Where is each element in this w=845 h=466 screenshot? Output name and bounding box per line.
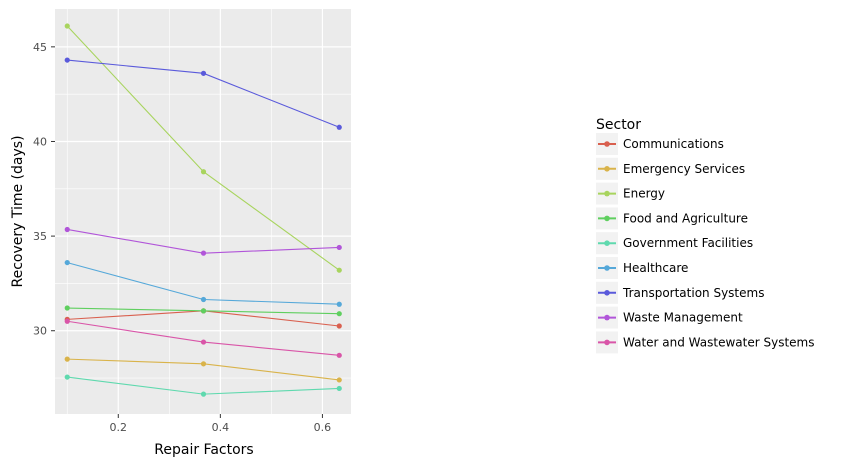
legend-label: Water and Wastewater Systems	[623, 335, 814, 349]
data-point-waste-management	[64, 226, 70, 233]
legend-key-point	[604, 166, 610, 172]
legend-item-emergency-services: Emergency Services	[596, 157, 745, 180]
y-tick-label: 35	[33, 230, 47, 243]
legend-label: Emergency Services	[623, 162, 745, 176]
legend-label: Healthcare	[623, 261, 688, 275]
series-healthcare	[64, 259, 342, 307]
y-tick-label: 40	[33, 135, 47, 148]
data-point-waste-management	[336, 244, 342, 251]
legend: Sector Communications Emergency Services E…	[596, 117, 814, 354]
series-layer	[64, 23, 342, 397]
data-point-government-facilities	[336, 385, 342, 392]
legend-label: Transportation Systems	[622, 286, 764, 300]
legend-label: Waste Management	[623, 311, 743, 325]
plot-panel	[55, 9, 351, 414]
data-point-energy	[64, 23, 70, 29]
legend-item-energy: Energy	[596, 182, 665, 205]
data-point-communications	[336, 323, 342, 329]
data-point-government-facilities	[64, 374, 70, 380]
minor-gridlines	[55, 9, 351, 414]
legend-item-healthcare: Healthcare	[596, 257, 688, 279]
y-tick-label: 30	[33, 325, 47, 338]
data-point-transportation-systems	[336, 124, 342, 130]
x-tick-label: 0.4	[212, 421, 230, 434]
series-transportation-systems	[64, 57, 342, 130]
legend-key-point	[604, 290, 610, 296]
x-tick-label: 0.2	[110, 421, 128, 434]
data-point-healthcare	[200, 296, 207, 303]
x-axis-ticks: 0.2 0.4 0.6	[110, 414, 332, 434]
data-point-energy	[200, 169, 207, 175]
legend-item-communications: Communications	[596, 133, 724, 155]
data-point-food-and-agriculture	[336, 311, 342, 317]
legend-key-point	[604, 314, 610, 321]
legend-label: Government Facilities	[623, 236, 753, 250]
legend-key-point	[604, 265, 610, 271]
series-emergency-services	[64, 356, 342, 383]
x-tick-label: 0.6	[314, 421, 332, 434]
legend-label: Communications	[623, 137, 724, 151]
legend-item-food-and-agriculture: Food and Agriculture	[596, 207, 748, 230]
data-point-healthcare	[336, 301, 342, 307]
data-point-water-and-wastewater-systems	[336, 352, 342, 358]
legend-item-transportation-systems: Transportation Systems	[596, 281, 764, 304]
y-axis-title: Recovery Time (days)	[10, 135, 26, 287]
legend-title: Sector	[596, 117, 641, 133]
data-point-energy	[336, 267, 342, 273]
legend-label: Food and Agriculture	[623, 211, 748, 225]
series-water-and-wastewater-systems	[64, 318, 342, 358]
legend-key-point	[604, 215, 610, 222]
series-government-facilities	[64, 374, 342, 397]
legend-key-point	[604, 339, 610, 346]
series-energy	[64, 23, 342, 273]
y-axis-ticks: 30 35 40 45	[33, 41, 55, 338]
data-point-emergency-services	[336, 377, 342, 383]
x-axis-title: Repair Factors	[154, 442, 253, 458]
data-point-government-facilities	[200, 391, 207, 397]
data-point-food-and-agriculture	[64, 305, 70, 311]
data-point-water-and-wastewater-systems	[200, 339, 207, 345]
data-point-food-and-agriculture	[200, 308, 207, 314]
data-point-emergency-services	[64, 356, 70, 362]
data-point-emergency-services	[200, 361, 207, 367]
data-point-transportation-systems	[200, 70, 207, 76]
y-tick-label: 45	[33, 41, 47, 54]
legend-key-point	[604, 141, 610, 147]
data-point-healthcare	[64, 259, 70, 266]
legend-key-point	[604, 240, 610, 246]
legend-item-waste-management: Waste Management	[596, 306, 743, 329]
data-point-waste-management	[200, 250, 207, 256]
series-waste-management	[64, 226, 342, 256]
series-food-and-agriculture	[64, 305, 342, 317]
data-point-transportation-systems	[64, 57, 70, 63]
data-point-water-and-wastewater-systems	[64, 318, 70, 324]
legend-item-water-and-wastewater-systems: Water and Wastewater Systems	[596, 331, 814, 354]
legend-label: Energy	[623, 187, 665, 201]
legend-key-point	[604, 190, 610, 197]
legend-item-government-facilities: Government Facilities	[596, 232, 753, 255]
